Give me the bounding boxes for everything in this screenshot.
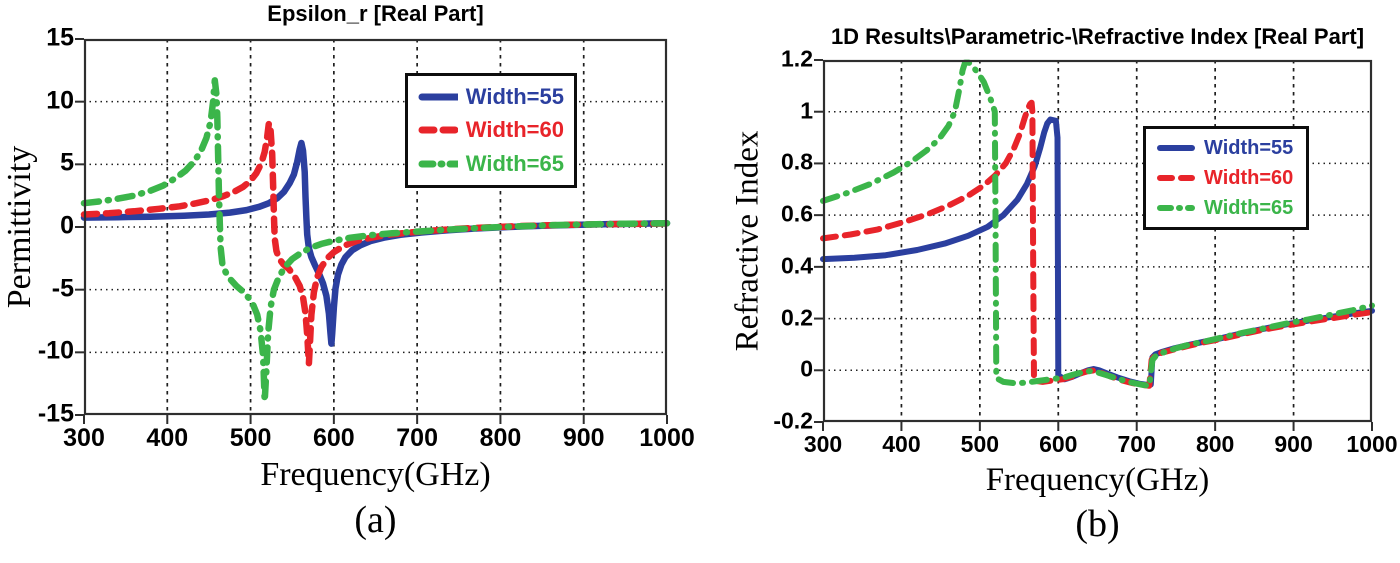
plot-border bbox=[83, 38, 668, 416]
x-tick-label: 500 bbox=[229, 424, 272, 452]
x-tick-label: 600 bbox=[312, 424, 355, 452]
x-tick-label: 300 bbox=[63, 424, 105, 452]
legend-line-sample bbox=[418, 126, 458, 134]
y-tick-label: 1 bbox=[800, 97, 813, 124]
legend-item: Width=60 bbox=[1156, 167, 1296, 190]
x-tick-label: 900 bbox=[562, 424, 605, 452]
legend-label: Width=65 bbox=[465, 151, 564, 177]
legend-item: Width=55 bbox=[1156, 137, 1296, 160]
chart-b-x-axis-label: Frequency(GHz) bbox=[985, 462, 1210, 498]
y-tick-label: 15 bbox=[46, 23, 74, 52]
chart-b-title: 1D Results\Parametric-\Refractive Index … bbox=[830, 24, 1365, 49]
series-width-60 bbox=[820, 99, 1375, 389]
chart-a-title: Epsilon_r [Real Part] bbox=[267, 1, 484, 26]
y-tick-label: 0.8 bbox=[781, 149, 813, 176]
x-tick-label: 700 bbox=[396, 424, 438, 452]
y-tick-label: 1.2 bbox=[781, 45, 813, 72]
legend-line-sample bbox=[418, 160, 458, 168]
y-tick-label: 0.6 bbox=[781, 200, 813, 227]
x-tick-label: 700 bbox=[1117, 431, 1156, 457]
x-tick-label: 500 bbox=[960, 431, 1000, 457]
legend-line-sample bbox=[1157, 205, 1195, 211]
x-tick-label: 1000 bbox=[1346, 431, 1398, 457]
legend-item: Width=55 bbox=[418, 84, 564, 110]
chart-b-legend: Width=55 Width=60 Width=65 bbox=[1143, 126, 1309, 230]
x-tick-label: 300 bbox=[803, 431, 843, 457]
x-tick-label: 600 bbox=[1039, 431, 1078, 457]
chart-b-caption: (b) bbox=[1075, 503, 1120, 545]
legend-label: Width=65 bbox=[1204, 196, 1294, 219]
plot-border bbox=[822, 59, 1373, 423]
chart-a-legend: Width=55 Width=60 Width=65 bbox=[405, 73, 577, 188]
y-tick-label: 5 bbox=[60, 148, 74, 177]
y-tick-label: -10 bbox=[37, 336, 74, 365]
legend-line-sample bbox=[1157, 145, 1195, 151]
legend-line-sample bbox=[418, 93, 458, 101]
legend-label: Width=60 bbox=[1204, 166, 1294, 189]
chart-b-plot-area bbox=[814, 59, 1375, 431]
legend-line-sample bbox=[1157, 175, 1195, 181]
y-tick-label: 0 bbox=[800, 355, 813, 382]
chart-b-y-axis-label: Refractive Index bbox=[729, 130, 766, 352]
series-width-65 bbox=[820, 59, 1375, 389]
legend-item: Width=65 bbox=[418, 151, 564, 177]
x-tick-label: 900 bbox=[1274, 431, 1313, 457]
chart-a-plot-area bbox=[75, 38, 671, 424]
series-width-65 bbox=[80, 77, 671, 405]
series-width-55 bbox=[820, 116, 1375, 388]
chart-a-x-axis-label: Frequency(GHz) bbox=[260, 456, 491, 493]
x-tick-label: 400 bbox=[146, 424, 189, 452]
y-tick-label: 0.4 bbox=[781, 252, 813, 279]
x-tick-label: 1000 bbox=[639, 424, 695, 452]
legend-label: Width=55 bbox=[1204, 136, 1294, 159]
x-tick-label: 400 bbox=[882, 431, 921, 457]
y-tick-label: -5 bbox=[51, 274, 74, 303]
y-tick-label: -0.2 bbox=[773, 407, 813, 434]
x-tick-label: 800 bbox=[1195, 431, 1235, 457]
y-tick-label: 10 bbox=[46, 86, 74, 115]
legend-label: Width=60 bbox=[465, 117, 564, 143]
legend-item: Width=65 bbox=[1156, 197, 1296, 220]
y-tick-label: -15 bbox=[37, 399, 74, 428]
chart-a-y-axis-label: Permittivity bbox=[1, 145, 38, 309]
x-tick-label: 800 bbox=[479, 424, 522, 452]
y-tick-label: 0 bbox=[60, 211, 74, 240]
series-width-60 bbox=[80, 119, 671, 367]
legend-item: Width=60 bbox=[418, 117, 564, 143]
series-width-55 bbox=[80, 139, 671, 347]
legend-label: Width=55 bbox=[465, 83, 564, 109]
y-tick-label: 0.2 bbox=[781, 304, 813, 331]
chart-a-caption: (a) bbox=[354, 499, 397, 541]
